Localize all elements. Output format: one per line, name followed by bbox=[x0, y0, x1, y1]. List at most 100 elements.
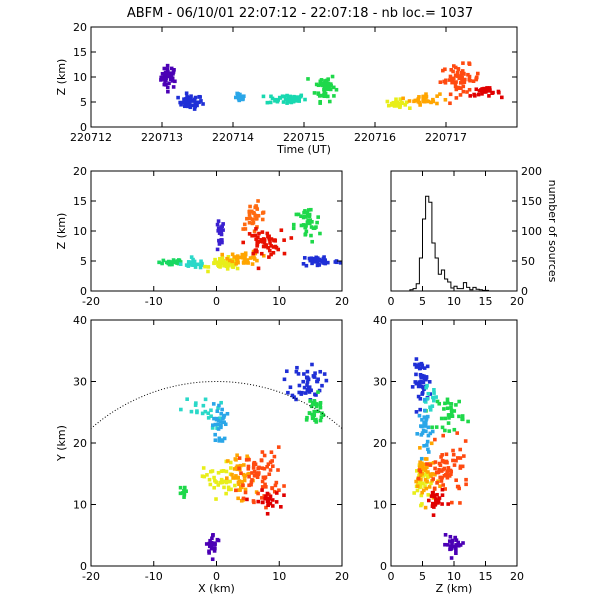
source-point bbox=[454, 87, 459, 92]
source-point bbox=[272, 454, 277, 459]
source-point bbox=[217, 436, 222, 441]
source-point bbox=[260, 496, 264, 500]
source-point bbox=[273, 97, 278, 102]
y-tick-label: 5 bbox=[80, 96, 87, 109]
source-point bbox=[439, 455, 443, 459]
source-point bbox=[307, 212, 312, 217]
source-point bbox=[228, 479, 232, 484]
source-point bbox=[172, 260, 177, 264]
source-point bbox=[221, 228, 225, 232]
source-point bbox=[448, 92, 453, 97]
source-point bbox=[256, 199, 260, 203]
source-point bbox=[224, 491, 228, 496]
source-point bbox=[193, 265, 198, 269]
source-point bbox=[303, 97, 307, 102]
source-point bbox=[212, 475, 216, 480]
source-point bbox=[460, 77, 464, 82]
source-point bbox=[195, 103, 199, 108]
source-point bbox=[239, 471, 243, 476]
source-point bbox=[274, 491, 279, 495]
source-point bbox=[315, 379, 319, 384]
source-point bbox=[322, 94, 327, 99]
source-point bbox=[220, 240, 224, 245]
source-point bbox=[434, 425, 439, 429]
y-tick-label: 40 bbox=[373, 314, 387, 327]
source-point bbox=[232, 467, 237, 471]
source-point bbox=[415, 469, 419, 473]
source-point bbox=[440, 458, 445, 463]
source-point bbox=[269, 237, 274, 241]
source-point bbox=[445, 469, 449, 473]
source-point bbox=[165, 63, 170, 68]
source-point bbox=[310, 239, 314, 244]
source-point bbox=[171, 85, 176, 89]
source-point bbox=[449, 469, 454, 474]
source-point bbox=[460, 69, 465, 73]
source-point bbox=[292, 96, 296, 100]
source-point bbox=[226, 263, 231, 268]
source-point bbox=[421, 488, 426, 493]
source-point bbox=[237, 488, 241, 492]
source-point bbox=[252, 473, 257, 478]
source-point bbox=[221, 261, 225, 266]
source-point bbox=[207, 541, 212, 546]
source-point bbox=[282, 251, 287, 256]
source-point bbox=[282, 493, 286, 497]
source-point bbox=[295, 365, 299, 370]
source-point bbox=[181, 100, 186, 105]
source-point bbox=[266, 462, 271, 466]
source-point bbox=[459, 86, 463, 90]
source-point bbox=[443, 487, 447, 491]
source-point bbox=[231, 476, 235, 480]
source-point bbox=[315, 220, 319, 225]
source-point bbox=[313, 392, 317, 397]
source-point bbox=[234, 474, 238, 478]
source-point bbox=[318, 369, 323, 374]
x-tick-label: 20 bbox=[510, 295, 524, 308]
source-point bbox=[301, 215, 306, 220]
y-axis-label: Y (km) bbox=[55, 425, 68, 462]
source-point bbox=[289, 236, 294, 240]
source-point bbox=[466, 72, 470, 77]
source-point bbox=[425, 364, 430, 369]
source-point bbox=[316, 409, 320, 414]
source-point bbox=[237, 466, 241, 471]
source-point bbox=[457, 399, 461, 404]
source-point bbox=[398, 103, 403, 108]
source-point bbox=[426, 498, 431, 503]
source-point bbox=[285, 93, 289, 98]
source-point bbox=[421, 474, 426, 478]
y-axis-label: Z (km) bbox=[55, 59, 68, 96]
source-point bbox=[422, 376, 427, 381]
source-point bbox=[287, 95, 292, 100]
y-tick-label: 15 bbox=[73, 46, 87, 59]
source-point bbox=[443, 97, 448, 102]
source-point bbox=[314, 404, 319, 409]
source-point bbox=[429, 474, 433, 478]
source-point bbox=[454, 458, 458, 463]
source-point bbox=[446, 413, 451, 417]
source-point bbox=[245, 454, 249, 459]
source-point bbox=[216, 226, 221, 231]
source-point bbox=[231, 265, 235, 269]
source-point bbox=[248, 256, 253, 260]
source-point bbox=[242, 463, 246, 467]
source-point bbox=[427, 450, 431, 454]
source-point bbox=[209, 408, 213, 413]
source-point bbox=[268, 241, 272, 245]
source-point bbox=[414, 372, 418, 377]
source-point bbox=[418, 407, 422, 412]
source-point bbox=[454, 538, 459, 542]
source-point bbox=[162, 73, 167, 78]
source-point bbox=[263, 475, 268, 479]
source-point bbox=[459, 74, 463, 78]
source-point bbox=[437, 496, 442, 500]
source-point bbox=[228, 460, 233, 465]
source-point bbox=[217, 264, 221, 268]
source-point bbox=[450, 542, 454, 546]
source-point bbox=[423, 457, 428, 461]
source-point bbox=[435, 94, 439, 98]
source-point bbox=[224, 264, 229, 269]
source-point bbox=[452, 409, 457, 413]
